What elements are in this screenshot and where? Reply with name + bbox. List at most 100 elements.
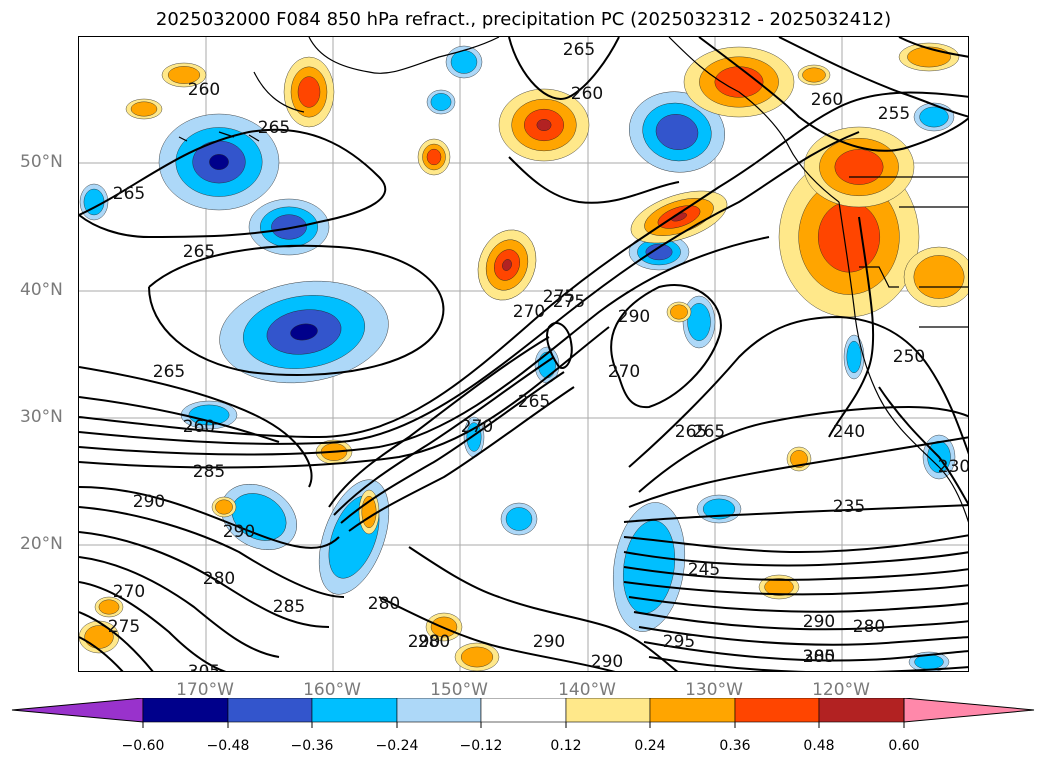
contour-label: 275 [553, 292, 585, 312]
contour-label: 290 [408, 632, 440, 652]
precip-cell [919, 106, 949, 128]
coastline [899, 206, 968, 328]
contour-label: 285 [803, 647, 835, 667]
precip-cell [98, 599, 120, 615]
colorbar-extend-right [903, 698, 1035, 723]
precip-cell [167, 66, 201, 84]
colorbar-segment [480, 698, 567, 723]
colorbar-segment [227, 698, 313, 723]
isoline [698, 37, 968, 152]
contour-label: 285 [193, 462, 225, 482]
precip-cell [913, 255, 965, 299]
isoline [148, 244, 445, 376]
isoline [340, 371, 565, 524]
isoline [79, 131, 860, 445]
refractivity-contours [79, 37, 968, 671]
isoline [79, 326, 610, 469]
contour-label: 290 [133, 492, 165, 512]
contour-label: 265 [153, 362, 185, 382]
precip-cell [215, 499, 233, 515]
isoline [623, 534, 968, 554]
colorbar-segment [734, 698, 820, 723]
isoline [408, 546, 679, 671]
colorbar-tick: −0.36 [290, 738, 334, 754]
contour-label: 265 [113, 184, 145, 204]
contour-label: 295 [663, 632, 695, 652]
isoline [508, 156, 680, 204]
precip-positive-areas [79, 42, 968, 671]
isoline [628, 315, 968, 468]
isoline [79, 611, 154, 671]
contour-label: 300 [803, 647, 835, 667]
contour-label: 265 [563, 40, 595, 60]
isoline [508, 37, 620, 100]
isoline [79, 91, 968, 439]
colorbar-segment [396, 698, 482, 723]
isoline [623, 504, 968, 523]
isoline [333, 356, 555, 516]
isoline [648, 656, 968, 671]
isoline [378, 596, 616, 671]
lon-label-130w: 130°W [685, 680, 743, 700]
contour-label: 275 [543, 287, 575, 307]
isoline [546, 322, 573, 369]
precip-cell [818, 201, 881, 273]
precip-cell [430, 93, 452, 111]
precip-cell [655, 114, 699, 150]
contour-label: 270 [113, 582, 145, 602]
contour-label: 230 [938, 457, 969, 477]
contour-label: 290 [803, 612, 835, 632]
coastline [178, 131, 260, 142]
precip-cell [802, 67, 826, 83]
precip-cell [188, 404, 230, 426]
contour-label: 280 [203, 569, 235, 589]
isoline [79, 581, 227, 671]
contour-label: 240 [833, 422, 865, 442]
colorbar-tick: 0.60 [888, 738, 920, 754]
lat-label-20n: 20°N [20, 534, 63, 554]
isoline [79, 556, 280, 658]
lon-label-170w: 170°W [176, 680, 234, 700]
lon-label-120w: 120°W [812, 680, 870, 700]
isoline [610, 284, 722, 409]
contour-label: 250 [893, 347, 925, 367]
isoline [628, 596, 968, 613]
precip-cell [297, 76, 321, 108]
isoline [878, 386, 968, 506]
contour-label: 290 [223, 522, 255, 542]
contour-label: 265 [258, 118, 290, 138]
lat-label-30n: 30°N [20, 407, 63, 427]
chart-title: 2025032000 F084 850 hPa refract., precip… [155, 9, 892, 30]
coastline [308, 37, 500, 74]
contour-label: 270 [513, 302, 545, 322]
precip-cell [426, 148, 442, 166]
colorbar-tick: −0.12 [459, 738, 503, 754]
isoline [623, 551, 968, 567]
lon-label-140w: 140°W [558, 680, 616, 700]
precip-cell [536, 119, 552, 131]
coastline [838, 201, 968, 523]
contour-label: 255 [878, 104, 910, 124]
isoline [828, 216, 875, 438]
precip-cell [764, 578, 794, 596]
contour-label: 270 [461, 417, 493, 437]
colorbar-segment [649, 698, 736, 723]
precip-cell [687, 303, 711, 341]
colorbar-segment [311, 698, 398, 723]
lon-label-160w: 160°W [303, 680, 361, 700]
isoline [79, 531, 330, 628]
precip-cell [290, 323, 318, 341]
precip-cell [209, 154, 229, 170]
lon-label-150w: 150°W [430, 680, 488, 700]
contour-label: 290 [618, 307, 650, 327]
isoline [348, 386, 575, 532]
isoline [79, 128, 387, 239]
precip-cell [271, 214, 307, 240]
contour-label: 260 [571, 84, 603, 104]
precip-cell [834, 149, 884, 185]
precip-cell [505, 507, 533, 531]
contour-label: 265 [183, 242, 215, 262]
isoline [778, 37, 968, 118]
precip-cell [450, 50, 478, 74]
